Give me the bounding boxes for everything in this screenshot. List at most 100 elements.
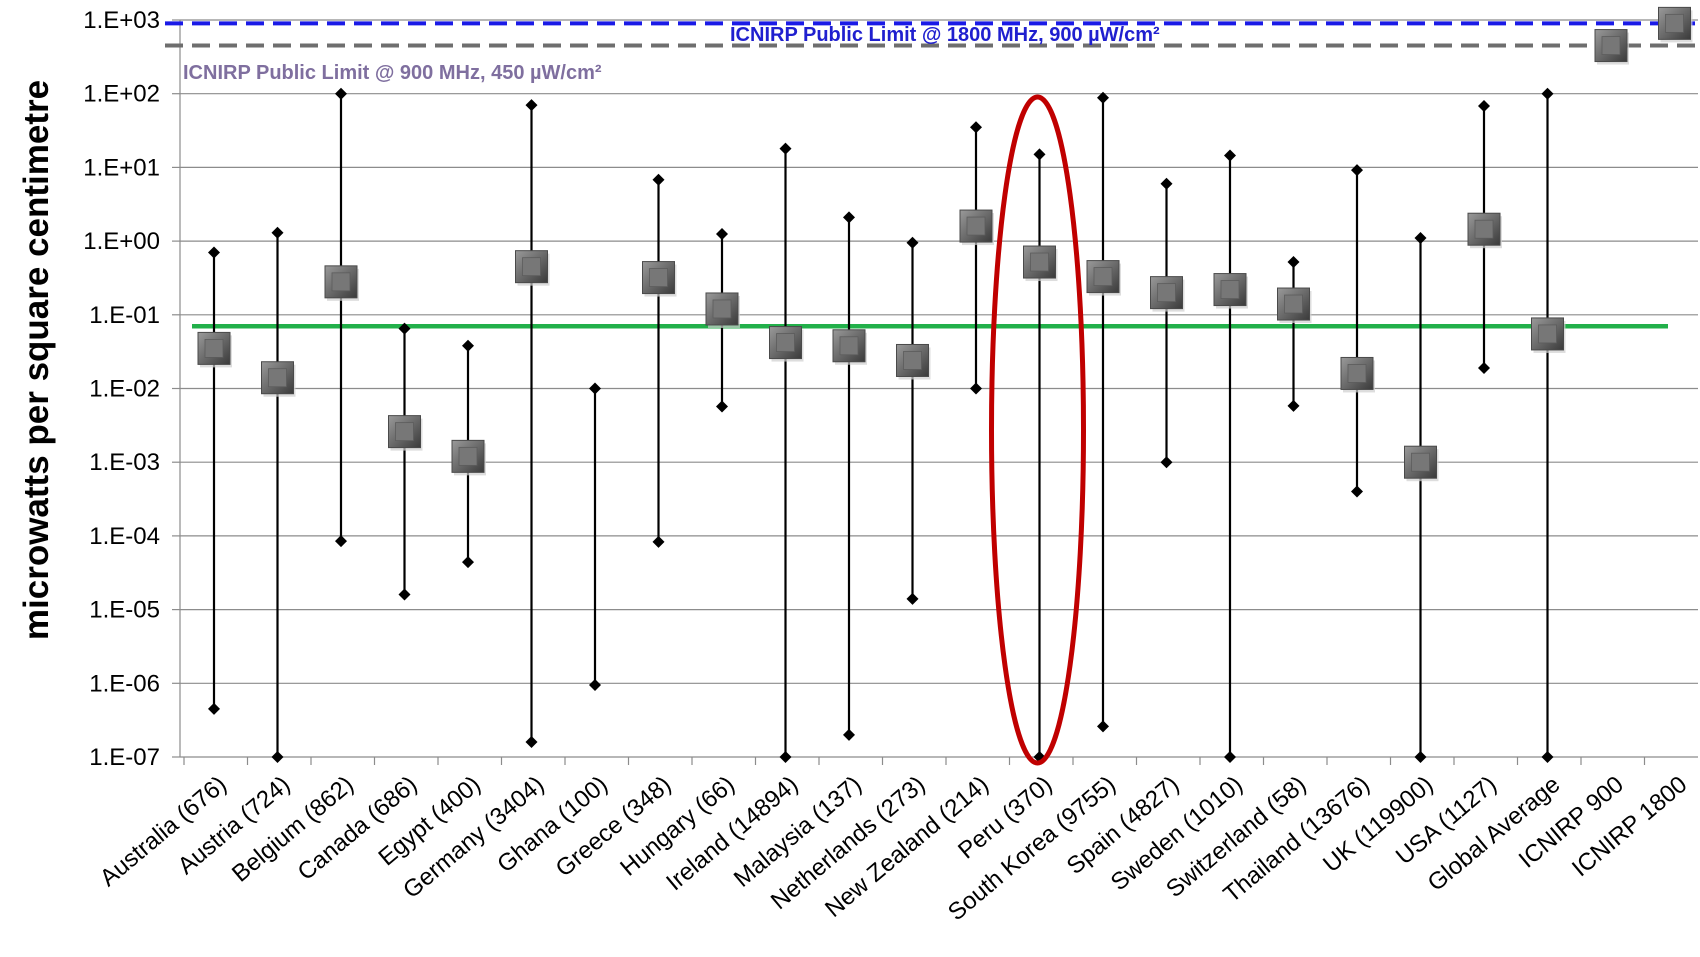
max-marker-17	[1287, 256, 1300, 269]
min-marker-10	[843, 728, 855, 741]
min-marker-4	[462, 556, 474, 569]
mean-marker-7	[642, 261, 677, 297]
mean-marker-8	[705, 292, 740, 328]
mean-face-21	[1538, 324, 1557, 344]
mean-face-20	[1474, 219, 1494, 239]
mean-marker-1	[261, 361, 296, 397]
category-group-11	[896, 236, 931, 605]
max-marker-10	[843, 211, 855, 224]
mean-marker-0	[197, 331, 232, 368]
mean-square-17	[1277, 287, 1310, 321]
ytick-label-0: 1.E+03	[83, 7, 160, 34]
mean-marker-23	[1658, 6, 1693, 43]
mean-square-8	[705, 292, 739, 326]
ytick-label-2: 1.E+01	[83, 154, 160, 181]
mean-face-2	[331, 272, 351, 292]
max-marker-9	[779, 142, 792, 155]
mean-marker-17	[1277, 287, 1312, 324]
max-marker-18	[1351, 164, 1363, 177]
mean-face-12	[966, 216, 986, 236]
category-group-14	[1086, 91, 1121, 733]
y-axis-label: microwatts per square centimetre	[17, 80, 56, 640]
mean-face-10	[839, 336, 859, 356]
mean-face-4	[458, 446, 478, 466]
min-marker-11	[906, 592, 919, 605]
category-group-8	[705, 227, 740, 413]
max-marker-1	[271, 226, 284, 239]
category-group-6	[589, 382, 601, 691]
category-group-7	[642, 173, 677, 548]
min-marker-16	[1224, 751, 1236, 763]
max-marker-3	[398, 322, 411, 335]
ytick-label-10: 1.E-07	[89, 744, 160, 771]
category-group-23	[1658, 6, 1693, 43]
mean-face-15	[1157, 283, 1176, 303]
min-marker-1	[271, 751, 284, 763]
reference-label-1800: ICNIRP Public Limit @ 1800 MHz, 900 µW/c…	[730, 24, 1160, 46]
min-marker-9	[779, 751, 792, 763]
ytick-label-7: 1.E-04	[89, 523, 160, 550]
min-marker-20	[1478, 361, 1490, 374]
category-group-4	[451, 339, 486, 569]
min-marker-3	[398, 588, 411, 601]
reference-lines: ICNIRP Public Limit @ 1800 MHz, 900 µW/c…	[165, 21, 1700, 329]
max-marker-7	[652, 173, 665, 186]
min-marker-7	[652, 535, 665, 548]
category-group-5	[515, 99, 550, 748]
min-marker-17	[1287, 399, 1300, 412]
mean-marker-15	[1150, 276, 1185, 312]
ytick-label-3: 1.E+00	[83, 228, 160, 255]
ytick-label-4: 1.E-01	[89, 302, 160, 329]
mean-face-3	[395, 422, 414, 442]
ytick-label-1: 1.E+02	[83, 81, 160, 108]
mean-marker-12	[959, 209, 994, 246]
mean-face-19	[1411, 452, 1430, 472]
ytick-label-9: 1.E-06	[89, 670, 160, 697]
category-group-10	[832, 211, 867, 741]
min-marker-14	[1097, 720, 1109, 733]
max-marker-5	[525, 99, 538, 112]
min-marker-2	[335, 535, 347, 548]
max-marker-20	[1478, 100, 1490, 113]
ytick-label-6: 1.E-03	[89, 449, 160, 476]
x-axis-ticks: Australia (676)Austria (724)Belgium (862…	[95, 757, 1692, 926]
category-group-0	[197, 246, 232, 715]
mean-marker-16	[1213, 273, 1248, 309]
mean-marker-9	[769, 326, 804, 362]
gridlines	[180, 19, 1698, 758]
max-marker-14	[1097, 91, 1109, 104]
mean-marker-14	[1086, 260, 1121, 296]
y-axis-ticks: 1.E+03 1.E+02 1.E+01 1.E+00 1.E-01 1.E-02 1.E-…	[83, 7, 181, 771]
min-marker-0	[208, 702, 220, 715]
min-marker-8	[716, 400, 728, 413]
category-group-19	[1404, 232, 1439, 763]
max-marker-8	[716, 227, 728, 240]
max-marker-15	[1160, 177, 1173, 190]
mean-face-18	[1347, 364, 1367, 383]
category-group-2	[324, 87, 359, 548]
reference-label-900: ICNIRP Public Limit @ 900 MHz, 450 µW/cm…	[183, 62, 602, 84]
mean-marker-18	[1340, 356, 1375, 393]
max-marker-6	[589, 382, 601, 395]
mean-marker-22	[1594, 29, 1629, 65]
mean-marker-11	[896, 343, 931, 380]
min-marker-5	[525, 735, 538, 748]
mean-marker-2	[324, 265, 359, 301]
category-group-3	[388, 322, 423, 601]
min-marker-19	[1414, 751, 1427, 763]
mean-face-9	[776, 333, 795, 352]
mean-marker-21	[1531, 317, 1566, 353]
max-marker-11	[906, 236, 919, 249]
max-marker-13	[1033, 148, 1046, 161]
category-group-17	[1277, 256, 1312, 412]
min-marker-6	[589, 678, 601, 691]
max-marker-16	[1224, 149, 1236, 162]
min-marker-15	[1160, 456, 1173, 469]
category-group-20	[1467, 100, 1502, 374]
category-group-22	[1594, 29, 1629, 65]
highlight-ellipse	[989, 94, 1086, 766]
mean-face-16	[1220, 280, 1240, 299]
data-series	[197, 6, 1693, 763]
mean-face-14	[1093, 267, 1113, 286]
